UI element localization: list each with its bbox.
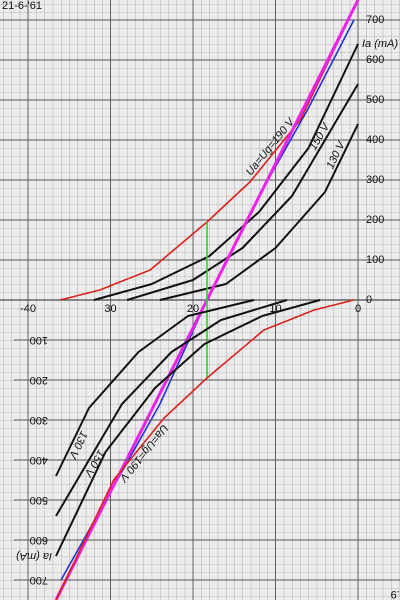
- curve: [159, 123, 359, 301]
- y-tick-label: 100: [366, 254, 384, 266]
- y-axis-label: Ia (mA): [362, 38, 398, 50]
- y-tick-label: 500: [366, 94, 384, 106]
- y-tick-label: 400: [30, 454, 48, 466]
- x-tick-label: 0: [355, 303, 361, 315]
- curve: [55, 299, 255, 477]
- curve: [55, 299, 354, 600]
- x-tick-label: -40: [20, 303, 36, 315]
- y-tick-label: 600: [30, 534, 48, 546]
- x-tick-label: 20: [187, 303, 199, 315]
- curve: [126, 83, 359, 301]
- y-tick-label: 400: [366, 134, 384, 146]
- y-tick-label: 700: [366, 14, 384, 26]
- y-tick-label: 100: [30, 334, 48, 346]
- annotation: 13.9: [391, 588, 400, 600]
- y-tick-label: 200: [30, 374, 48, 386]
- annotation: 21-6-'61: [2, 0, 42, 12]
- curve: [55, 299, 288, 517]
- y-tick-label: 700: [30, 574, 48, 586]
- y-tick-label: 200: [366, 214, 384, 226]
- y-axis-label: Ia (mA): [16, 550, 52, 562]
- y-tick-label: 300: [366, 174, 384, 186]
- y-tick-label: 500: [30, 494, 48, 506]
- y-tick-label: 300: [30, 414, 48, 426]
- y-tick-label: 0: [366, 294, 372, 306]
- y-tick-label: 600: [366, 54, 384, 66]
- x-tick-label: 30: [104, 303, 116, 315]
- curve: [93, 43, 359, 301]
- curve: [55, 299, 321, 557]
